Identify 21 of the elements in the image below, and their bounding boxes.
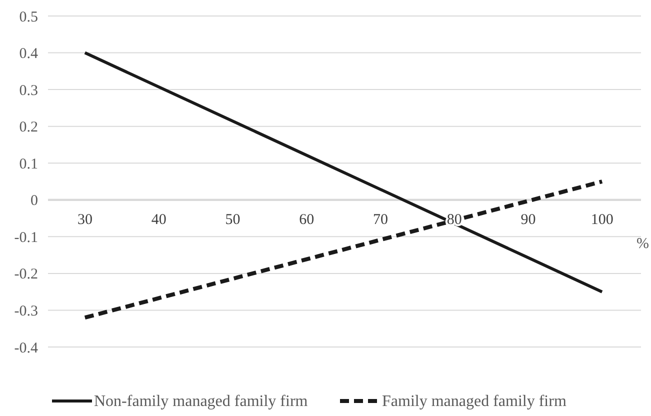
y-tick-label: 0.4 — [19, 46, 38, 62]
legend-label: Family managed family firm — [382, 393, 567, 410]
x-tick-label: 70 — [372, 212, 388, 228]
x-tick-label: 100 — [590, 212, 614, 228]
y-tick-label: 0 — [30, 193, 38, 210]
x-tick-label: 60 — [299, 212, 314, 228]
y-tick-label: 0.5 — [19, 9, 38, 26]
y-tick-label: -0.4 — [14, 340, 38, 356]
y-tick-label: -0.2 — [14, 266, 38, 283]
x-tick-label: 30 — [77, 212, 92, 228]
y-tick-label: 0.1 — [19, 156, 38, 172]
x-axis-title: % — [636, 236, 649, 252]
y-tick-label: 0.2 — [19, 120, 38, 136]
y-tick-label: -0.3 — [14, 303, 38, 320]
x-tick-label: 50 — [225, 212, 240, 228]
x-tick-label: 90 — [520, 212, 536, 228]
y-tick-label: 0.3 — [19, 82, 38, 99]
x-tick-label: 40 — [151, 212, 166, 228]
x-tick-label: 80 — [446, 212, 462, 228]
legend-label: Non-family managed family firm — [94, 393, 308, 410]
y-tick-label: -0.1 — [14, 230, 38, 246]
